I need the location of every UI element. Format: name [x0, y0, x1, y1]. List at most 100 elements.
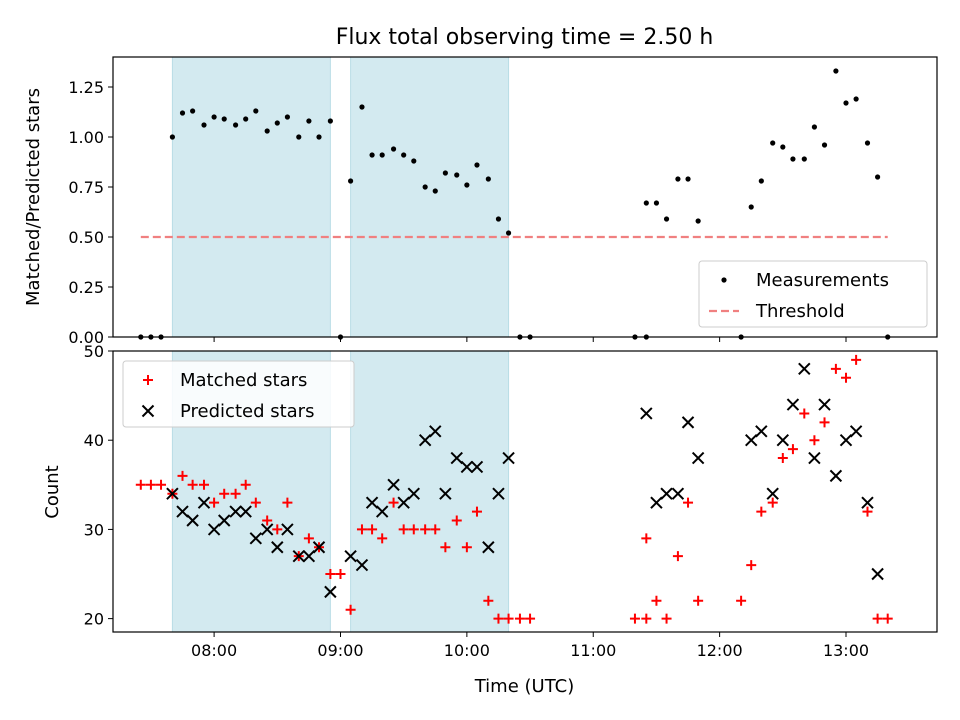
bottom-shaded-spans — [171, 350, 510, 633]
x-tick-label: 12:00 — [697, 641, 743, 660]
top-y-axis-label: Matched/Predicted stars — [23, 88, 44, 306]
data-point — [675, 176, 681, 182]
data-point — [776, 433, 790, 447]
y-tick-label: 1.00 — [68, 128, 104, 147]
chart-title: Flux total observing time = 2.50 h — [336, 25, 714, 50]
data-point — [442, 170, 448, 176]
top-shaded-spans — [171, 56, 510, 338]
data-point — [629, 613, 640, 624]
legend-label: Predicted stars — [180, 401, 314, 422]
data-point — [229, 505, 242, 518]
data-point — [282, 497, 293, 508]
data-point — [324, 585, 337, 599]
legend-swatch — [141, 404, 155, 418]
data-point — [250, 497, 261, 508]
y-tick-label: 40 — [84, 431, 104, 450]
data-point — [201, 122, 207, 128]
data-point — [871, 567, 884, 581]
data-point — [493, 613, 504, 624]
legend-swatch — [143, 375, 153, 385]
data-point — [264, 128, 270, 134]
data-point — [312, 541, 326, 554]
data-point — [695, 218, 701, 224]
data-point — [672, 551, 683, 562]
data-point — [454, 172, 460, 178]
data-point — [272, 524, 283, 535]
data-point — [643, 200, 649, 206]
data-point — [177, 470, 188, 481]
top-series-layer — [138, 68, 891, 340]
bottom-series-layer — [135, 354, 893, 624]
data-point — [790, 156, 796, 162]
data-point — [420, 524, 431, 535]
data-point — [641, 533, 652, 544]
data-point — [344, 549, 357, 563]
data-point — [397, 496, 410, 509]
data-point — [861, 496, 874, 509]
data-point — [875, 174, 881, 180]
data-point — [271, 541, 284, 554]
data-point — [818, 398, 831, 411]
data-point — [418, 433, 432, 447]
data-point — [464, 182, 470, 188]
data-point — [440, 542, 451, 553]
data-point — [819, 417, 830, 428]
data-point — [302, 549, 316, 563]
data-point — [274, 120, 280, 126]
data-point — [503, 613, 514, 624]
data-point — [755, 425, 768, 438]
data-point — [450, 451, 463, 465]
x-tick-label: 09:00 — [317, 641, 363, 660]
data-point — [841, 372, 852, 383]
data-point — [660, 487, 673, 500]
data-point — [190, 108, 196, 114]
data-point — [239, 505, 252, 518]
data-point — [240, 479, 251, 490]
data-point — [422, 184, 428, 190]
data-point — [451, 515, 462, 526]
data-point — [736, 595, 747, 606]
data-point — [641, 613, 652, 624]
data-point — [221, 116, 227, 122]
data-point — [303, 533, 314, 544]
data-point — [808, 451, 821, 465]
data-point — [671, 487, 685, 500]
data-point — [369, 152, 375, 158]
data-point — [461, 542, 472, 553]
data-point — [306, 118, 312, 124]
x-tick-label: 11:00 — [570, 641, 616, 660]
x-tick-label: 08:00 — [191, 641, 237, 660]
data-point — [801, 156, 807, 162]
data-point — [179, 110, 186, 116]
x-tick-label: 13:00 — [823, 641, 869, 660]
data-point — [864, 140, 871, 146]
data-point — [830, 363, 841, 374]
data-point — [787, 444, 798, 455]
data-point — [429, 425, 442, 438]
data-point — [758, 178, 764, 184]
y-tick-label: 0.25 — [68, 278, 104, 297]
data-point — [166, 487, 179, 500]
data-point — [169, 134, 175, 140]
data-point — [767, 497, 778, 508]
data-point — [780, 144, 786, 150]
data-point — [495, 216, 502, 222]
data-point — [401, 152, 407, 158]
legend-box — [698, 260, 928, 328]
data-point — [514, 613, 525, 624]
data-point — [492, 487, 505, 500]
top-panel: 0.00 0.25 0.50 0.75 1.00 1.25 Matched/Predict… — [23, 56, 938, 347]
data-point — [839, 433, 853, 447]
data-point — [439, 487, 452, 500]
data-point — [156, 479, 167, 490]
y-tick-label: 50 — [84, 342, 104, 361]
data-point — [398, 524, 409, 535]
data-point — [770, 140, 776, 146]
y-tick-label: 0.50 — [68, 228, 104, 247]
data-point — [345, 604, 356, 615]
data-point — [872, 613, 883, 624]
data-point — [862, 506, 873, 517]
legend-label: Measurements — [756, 270, 889, 291]
data-point — [766, 487, 779, 500]
